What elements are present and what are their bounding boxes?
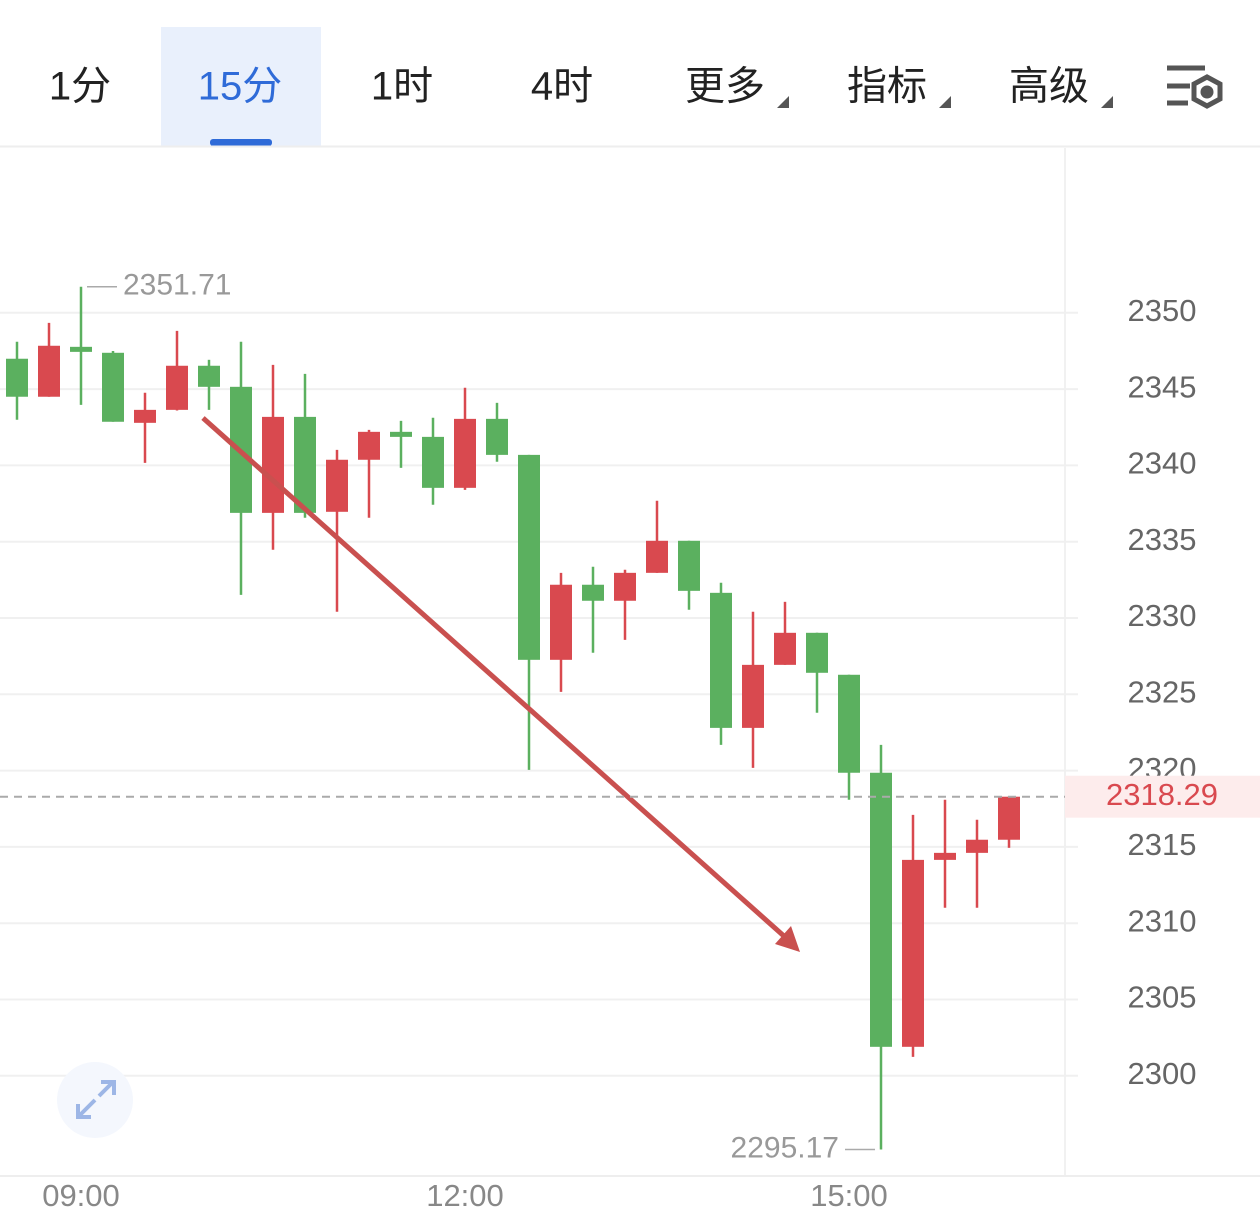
- last-price-label: 2318.29: [1106, 777, 1218, 812]
- candle-body: [134, 409, 156, 423]
- y-tick-label: 2300: [1128, 1056, 1197, 1091]
- candle-body: [358, 431, 380, 460]
- dropdown-caret: [1101, 96, 1113, 108]
- y-tick-label: 2325: [1128, 674, 1197, 709]
- timeframe-tab[interactable]: 指标: [847, 65, 927, 109]
- expand-button[interactable]: [57, 1062, 133, 1138]
- candle-body: [390, 431, 412, 437]
- timeframe-tab[interactable]: 高级: [1009, 65, 1089, 109]
- y-tick-label: 2340: [1128, 446, 1197, 481]
- candle-body: [774, 632, 796, 665]
- candle-body: [326, 459, 348, 512]
- candle-body: [518, 454, 540, 660]
- candle-body: [966, 839, 988, 853]
- y-tick-label: 2310: [1128, 903, 1197, 938]
- dropdown-caret: [777, 96, 789, 108]
- candle-body: [550, 584, 572, 660]
- x-tick-label: 09:00: [42, 1178, 120, 1213]
- candle-body: [870, 772, 892, 1047]
- y-tick-label: 2350: [1128, 293, 1197, 328]
- candle-body: [902, 859, 924, 1047]
- dropdown-caret: [939, 96, 951, 108]
- max-label: 2351.71: [123, 269, 231, 302]
- y-tick-label: 2345: [1128, 369, 1197, 404]
- y-tick-label: 2335: [1128, 522, 1197, 557]
- candle-body: [262, 416, 284, 513]
- min-label: 2295.17: [731, 1131, 839, 1164]
- x-tick-label: 15:00: [810, 1178, 888, 1213]
- timeframe-tab[interactable]: 1分: [49, 65, 111, 109]
- timeframe-tab[interactable]: 4时: [531, 65, 593, 109]
- candle-body: [70, 346, 92, 352]
- candle-body: [998, 796, 1020, 840]
- last-price-box: [1065, 775, 1260, 818]
- candle-body: [934, 852, 956, 860]
- candle-body: [422, 436, 444, 488]
- active-tab-bg: [161, 27, 321, 146]
- x-tick-label: 12:00: [426, 1178, 504, 1213]
- candle-body: [646, 540, 668, 573]
- y-tick-label: 2315: [1128, 827, 1197, 862]
- trend-arrow: [201, 416, 800, 952]
- candle-body: [198, 365, 220, 387]
- y-tick-label: 2330: [1128, 598, 1197, 633]
- timeframe-tab[interactable]: 15分: [198, 65, 283, 109]
- candle-body: [454, 418, 476, 488]
- timeframe-tab[interactable]: 1时: [371, 65, 433, 109]
- candle-body: [806, 632, 828, 673]
- plot: [0, 286, 1078, 1150]
- candle-body: [614, 572, 636, 601]
- candle-body: [102, 352, 124, 422]
- candle-body: [166, 365, 188, 410]
- candle-body: [710, 592, 732, 728]
- y-tick-label: 2305: [1128, 980, 1197, 1015]
- active-tab-underline: [210, 139, 272, 146]
- candle-body: [486, 418, 508, 455]
- timeframe-tab[interactable]: 更多: [685, 65, 765, 109]
- candle-body: [742, 664, 764, 728]
- candle-body: [678, 540, 700, 591]
- candle-body: [6, 358, 28, 397]
- candle-body: [294, 416, 316, 513]
- candle-body: [582, 584, 604, 601]
- candle-body: [38, 345, 60, 397]
- candle-body: [838, 674, 860, 773]
- settings-icon[interactable]: [1167, 65, 1223, 109]
